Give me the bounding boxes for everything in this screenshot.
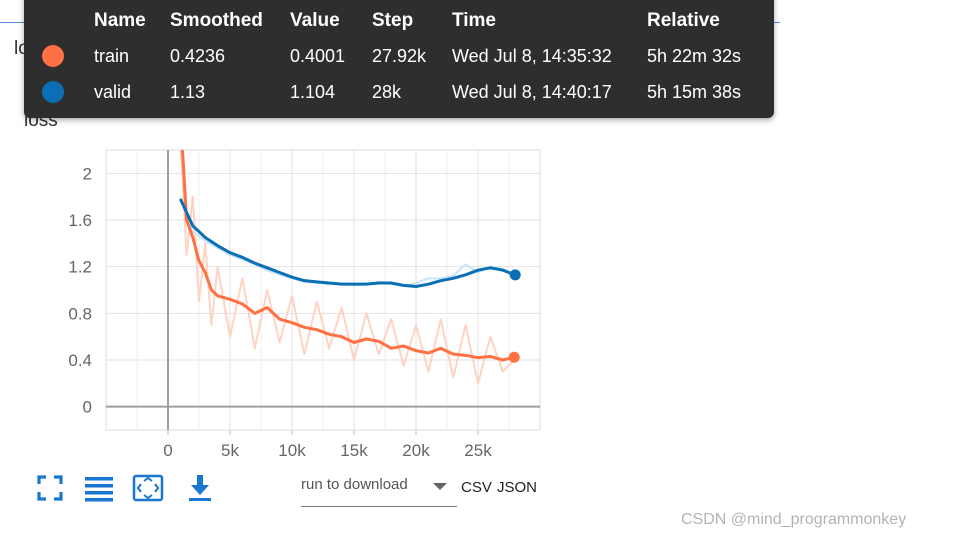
tooltip-name: train [94, 45, 130, 66]
tooltip-step: 27.92k [372, 45, 427, 66]
tooltip-header-smoothed: Smoothed [170, 10, 263, 31]
tooltip-table: Name Smoothed Value Step Time Relative t… [42, 4, 767, 110]
x-tick-label: 0 [163, 441, 172, 460]
tooltip-row-train: train 0.4236 0.4001 27.92k Wed Jul 8, 14… [42, 38, 767, 74]
x-tick-label: 5k [221, 441, 239, 460]
tooltip-header-time: Time [452, 10, 497, 31]
tooltip-time: Wed Jul 8, 14:40:17 [452, 81, 612, 102]
tooltip-header-relative: Relative [647, 10, 720, 31]
fullscreen-icon[interactable] [34, 472, 66, 504]
tooltip-header-row: Name Smoothed Value Step Time Relative [42, 4, 767, 38]
tooltip-header-step: Step [372, 10, 414, 31]
tooltip-relative: 5h 15m 38s [647, 81, 742, 102]
valid-color-dot [42, 81, 64, 104]
csv-download-link[interactable]: CSV [461, 479, 492, 496]
plot-frame [105, 149, 541, 431]
run-to-download-label: run to download [301, 476, 408, 493]
x-tick-label: 25k [464, 441, 492, 460]
x-tick-label: 15k [340, 441, 368, 460]
chevron-down-icon [433, 483, 447, 490]
y-tick-label: 2 [83, 164, 92, 183]
tooltip-name: valid [94, 81, 132, 102]
train-raw-line [180, 150, 515, 385]
toggle-log-scale-icon[interactable] [83, 472, 115, 504]
watermark: CSDN @mind_programmonkey [681, 511, 907, 528]
y-tick-label: 1.6 [68, 211, 92, 230]
run-to-download-select[interactable]: run to download [301, 472, 457, 507]
hover-tooltip: Name Smoothed Value Step Time Relative t… [24, 0, 774, 118]
tooltip-swatch-train [42, 38, 94, 74]
tooltip-value: 0.4001 [290, 45, 346, 66]
tooltip-header-swatch [42, 4, 94, 38]
tooltip-swatch-valid [42, 74, 94, 110]
tooltip-smoothed: 0.4236 [170, 45, 226, 66]
download-icon[interactable] [184, 472, 216, 504]
tooltip-row-valid: valid 1.13 1.104 28k Wed Jul 8, 14:40:17… [42, 74, 767, 110]
y-tick-label: 0.8 [68, 304, 92, 323]
json-download-link[interactable]: JSON [497, 479, 538, 496]
valid-hover-point [509, 269, 521, 281]
y-tick-label: 1.2 [68, 258, 92, 277]
tooltip-relative: 5h 22m 32s [647, 45, 742, 66]
x-tick-label: 10k [278, 441, 306, 460]
train-smoothed-line [180, 150, 515, 362]
tooltip-header-value: Value [290, 10, 340, 31]
tooltip-smoothed: 1.13 [170, 81, 206, 102]
fit-domain-icon[interactable] [132, 472, 164, 504]
train-color-dot [42, 45, 64, 68]
valid-raw-line [179, 196, 516, 288]
valid-smoothed-line [179, 198, 516, 288]
y-tick-label: 0.4 [68, 351, 92, 370]
loss-chart[interactable]: 0 5k 10k 15k 20k 25k 0 0.4 0.8 1.2 1.6 2 [0, 130, 560, 460]
tooltip-time: Wed Jul 8, 14:35:32 [452, 45, 612, 66]
tooltip-step: 28k [372, 81, 402, 102]
y-tick-label: 0 [83, 398, 92, 417]
tooltip-value: 1.104 [290, 81, 336, 102]
x-tick-label: 20k [402, 441, 430, 460]
tooltip-header-name: Name [94, 10, 146, 31]
train-hover-point [508, 351, 520, 363]
